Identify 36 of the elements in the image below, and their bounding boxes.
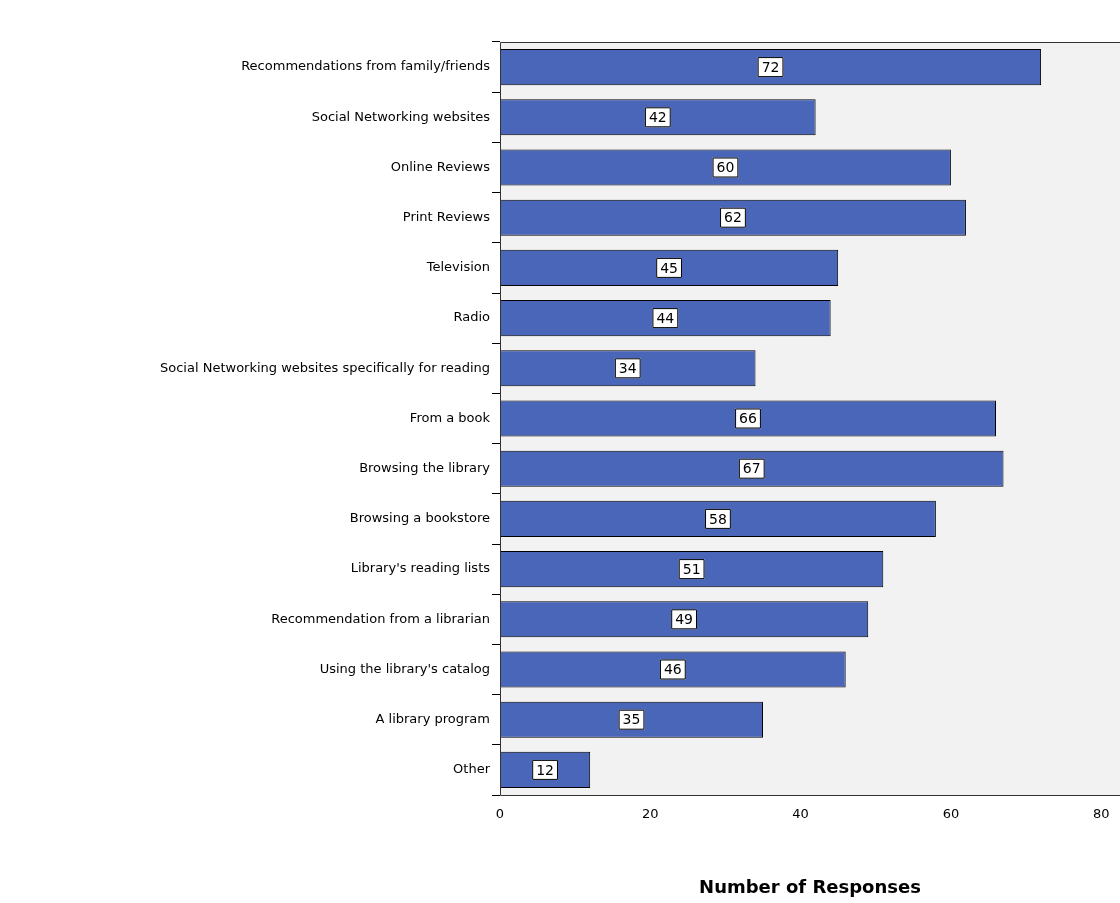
- y-tick-label: Social Networking websites: [311, 108, 491, 124]
- data-label: 62: [724, 209, 742, 226]
- y-tick-label: Recommendations from family/friends: [241, 58, 491, 74]
- y-tick-label: Television: [425, 259, 490, 275]
- y-tick-label: Browsing a bookstore: [349, 510, 490, 526]
- data-label: 12: [536, 761, 554, 778]
- data-label: 34: [618, 359, 637, 376]
- y-tick-label: Other: [453, 761, 491, 777]
- x-tick-label: 0: [495, 806, 505, 822]
- y-tick-label: Radio: [453, 309, 491, 325]
- x-axis-title: Number of Responses: [699, 875, 921, 897]
- data-label: 60: [716, 159, 735, 176]
- data-label: 58: [709, 510, 727, 527]
- data-label: 45: [660, 259, 678, 276]
- y-tick-label: Library's reading lists: [350, 560, 491, 576]
- y-tick-label: From a book: [409, 409, 491, 425]
- y-tick-label: Recommendation from a librarian: [271, 610, 490, 626]
- data-label: 46: [663, 661, 682, 678]
- x-tick-label: 20: [642, 806, 659, 822]
- data-label: 49: [675, 610, 694, 627]
- x-tick-label: 60: [942, 806, 960, 822]
- y-tick-label: Print Reviews: [402, 209, 491, 225]
- y-tick-label: Online Reviews: [390, 158, 491, 174]
- data-label: 35: [622, 711, 641, 728]
- data-label: 67: [742, 460, 761, 477]
- y-tick-label: Browsing the library: [359, 460, 491, 476]
- data-label: 42: [648, 108, 667, 125]
- data-label: 72: [761, 58, 780, 75]
- x-tick-label: 40: [792, 806, 809, 822]
- data-label: 66: [739, 410, 757, 427]
- data-label: 44: [656, 309, 675, 326]
- y-tick-label: Social Networking websites specifically for reading: [160, 359, 490, 375]
- y-tick-label: Using the library's catalog: [319, 660, 490, 676]
- data-label: 51: [682, 560, 701, 577]
- x-tick-label: 80: [1092, 806, 1110, 822]
- y-tick-label: A library program: [375, 711, 490, 727]
